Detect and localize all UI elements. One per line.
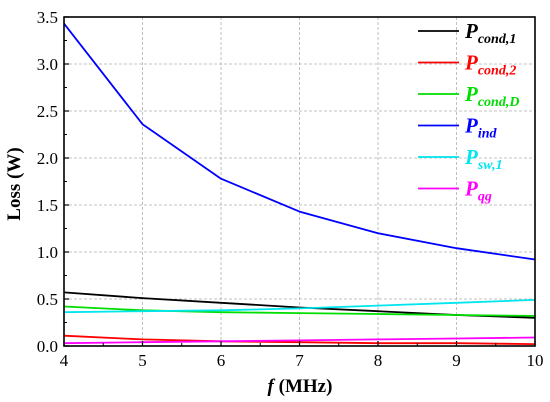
x-axis-unit: (MHz) xyxy=(274,376,333,397)
x-tick-label: 10 xyxy=(527,351,544,370)
x-tick-label: 9 xyxy=(452,351,461,370)
x-tick-label: 4 xyxy=(60,351,69,370)
series-line-ind xyxy=(63,23,536,261)
y-tick-label: 1.0 xyxy=(37,243,58,262)
y-axis-title: Loss (W) xyxy=(4,147,25,220)
legend: Pcond,1 Pcond,2 Pcond,D Pind Psw,1 Pqg xyxy=(418,19,519,205)
y-tick-label: 3.0 xyxy=(37,55,58,74)
y-tick-label: 3.5 xyxy=(37,8,58,27)
x-tick-label: 5 xyxy=(138,351,147,370)
legend-label-cond-2: Pcond,2 xyxy=(464,51,516,79)
series-line-sw-1 xyxy=(63,299,536,314)
axis-ticks xyxy=(63,16,536,347)
legend-label-cond-1: Pcond,1 xyxy=(464,19,516,47)
y-tick-label: 2.0 xyxy=(37,149,58,168)
legend-label-cond-D: Pcond,D xyxy=(464,82,519,110)
legend-label-qg: Pqg xyxy=(464,177,492,205)
x-axis-title: f (MHz) xyxy=(268,376,333,397)
x-axis-symbol: f xyxy=(268,376,276,397)
y-tick-label: 1.5 xyxy=(37,196,58,215)
legend-label-ind: Pind xyxy=(464,114,498,142)
legend-label-sw-1: Psw,1 xyxy=(464,145,503,173)
x-tick-label: 6 xyxy=(217,351,226,370)
y-tick-label: 0.5 xyxy=(37,290,58,309)
x-tick-label: 8 xyxy=(374,351,383,370)
y-tick-label: 0.0 xyxy=(37,337,58,356)
grid-lines xyxy=(64,17,535,346)
y-tick-label: 2.5 xyxy=(37,102,58,121)
x-tick-label: 7 xyxy=(295,351,304,370)
tick-labels: 4 5 6 7 8 9 10 0.0 0.5 1.0 1.5 2.0 2.5 3.0 3.5 xyxy=(37,8,544,370)
